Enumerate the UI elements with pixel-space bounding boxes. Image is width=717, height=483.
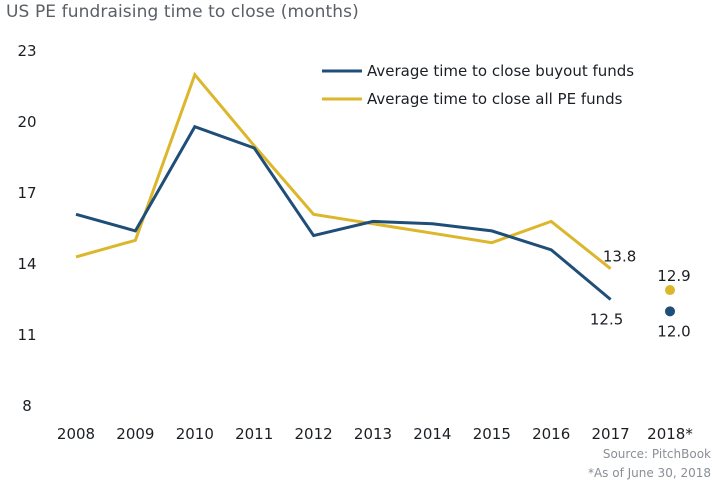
x-tick-label: 2010 (176, 425, 214, 443)
data-label: 13.8 (603, 248, 636, 266)
x-axis-ticks: 2008 2009 2010 2011 2012 2013 2014 2015 2016 2017… (57, 425, 693, 443)
data-label: 12.9 (657, 267, 690, 285)
x-tick-label: 2011 (235, 425, 273, 443)
legend-label: Average time to close all PE funds (367, 90, 623, 108)
x-tick-label: 2009 (116, 425, 154, 443)
footnote: *As of June 30, 2018 (587, 466, 711, 480)
x-tick-label: 2017 (592, 425, 630, 443)
x-tick-label: 2014 (413, 425, 451, 443)
series-points (665, 285, 675, 317)
x-tick-label: 2018* (647, 425, 693, 443)
buyout-2018-point (665, 306, 675, 317)
x-tick-label: 2008 (57, 425, 95, 443)
y-tick-label: 17 (17, 184, 36, 202)
source-note: Source: PitchBook (602, 447, 711, 461)
chart-title: US PE fundraising time to close (months) (6, 2, 359, 22)
y-tick-label: 14 (17, 255, 36, 273)
x-tick-label: 2015 (473, 425, 511, 443)
buyout-series-line (75, 124, 612, 301)
data-label: 12.0 (657, 322, 690, 340)
y-tick-label: 11 (17, 326, 36, 344)
y-tick-label: 23 (17, 42, 36, 60)
series-lines (75, 71, 612, 301)
y-tick-label: 8 (22, 397, 32, 415)
x-tick-label: 2012 (295, 425, 333, 443)
legend: Average time to close buyout funds Averag… (322, 62, 634, 108)
y-axis-ticks: 23 20 17 14 11 8 (17, 42, 36, 415)
all-pe-series-line (75, 71, 612, 270)
legend-label: Average time to close buyout funds (367, 62, 634, 80)
data-label: 12.5 (590, 311, 623, 329)
all-pe-2018-point (665, 285, 675, 296)
y-tick-label: 20 (17, 113, 36, 131)
x-tick-label: 2016 (532, 425, 570, 443)
x-tick-label: 2013 (354, 425, 392, 443)
data-labels: 12.5 12.0 13.8 12.9 (590, 248, 691, 341)
